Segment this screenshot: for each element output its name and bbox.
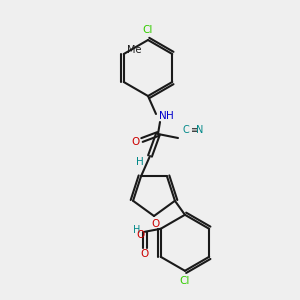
Text: O: O: [136, 230, 145, 240]
Text: O: O: [132, 137, 140, 147]
Text: Cl: Cl: [180, 276, 190, 286]
Text: H: H: [133, 225, 140, 235]
Text: Me: Me: [127, 45, 141, 55]
Text: C: C: [183, 125, 189, 135]
Text: H: H: [166, 111, 174, 121]
Text: N: N: [159, 111, 167, 121]
Text: O: O: [152, 219, 160, 229]
Text: ≡: ≡: [190, 125, 198, 134]
Text: O: O: [140, 249, 149, 259]
Text: N: N: [196, 125, 204, 135]
Text: H: H: [136, 157, 144, 167]
Text: Cl: Cl: [143, 25, 153, 35]
